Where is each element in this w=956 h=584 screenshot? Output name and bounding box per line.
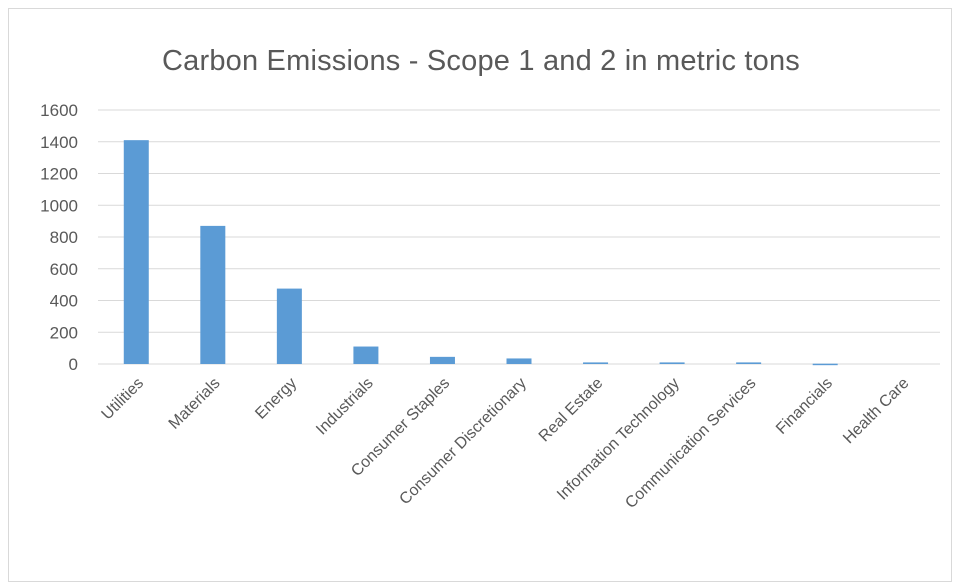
x-tick-label: Industrials [313,375,377,439]
y-tick-label: 400 [50,292,78,311]
x-axis: Utilities Materials Energy Industrials Consu… [99,375,913,512]
bar [429,356,455,364]
gridlines [98,109,940,365]
chart-frame: Carbon Emissions - Scope 1 and 2 in metr… [8,8,952,582]
y-tick-label: 1000 [40,196,78,215]
y-tick-label: 800 [50,228,78,247]
bar [353,346,379,364]
x-tick-label: Utilities [99,375,147,423]
bar [276,288,302,364]
chart-title: Carbon Emissions - Scope 1 and 2 in metr… [161,45,801,77]
x-tick-label: Health Care [840,375,912,447]
bars [123,140,838,366]
x-tick-label: Energy [252,375,300,423]
y-tick-label: 1600 [40,101,78,120]
x-tick-label: Information Technology [554,375,683,504]
bar [659,362,685,364]
y-tick-label: 1200 [40,165,78,184]
bar [812,363,838,366]
y-tick-label: 600 [50,260,78,279]
x-tick-label: Financials [773,375,836,438]
bar [583,362,609,364]
x-tick-label: Communication Services [622,375,759,512]
bar [736,362,762,364]
bar [123,140,149,364]
bar [200,225,226,364]
bar [506,358,532,364]
x-tick-label: Materials [166,375,224,433]
y-tick-label: 200 [50,323,78,342]
y-tick-label: 0 [69,355,78,374]
x-tick-label: Consumer Discretionary [396,375,529,508]
x-tick-label: Real Estate [536,375,607,446]
y-tick-label: 1400 [40,133,78,152]
y-axis: 0 200 400 600 800 1000 1200 1400 1600 [40,101,78,374]
